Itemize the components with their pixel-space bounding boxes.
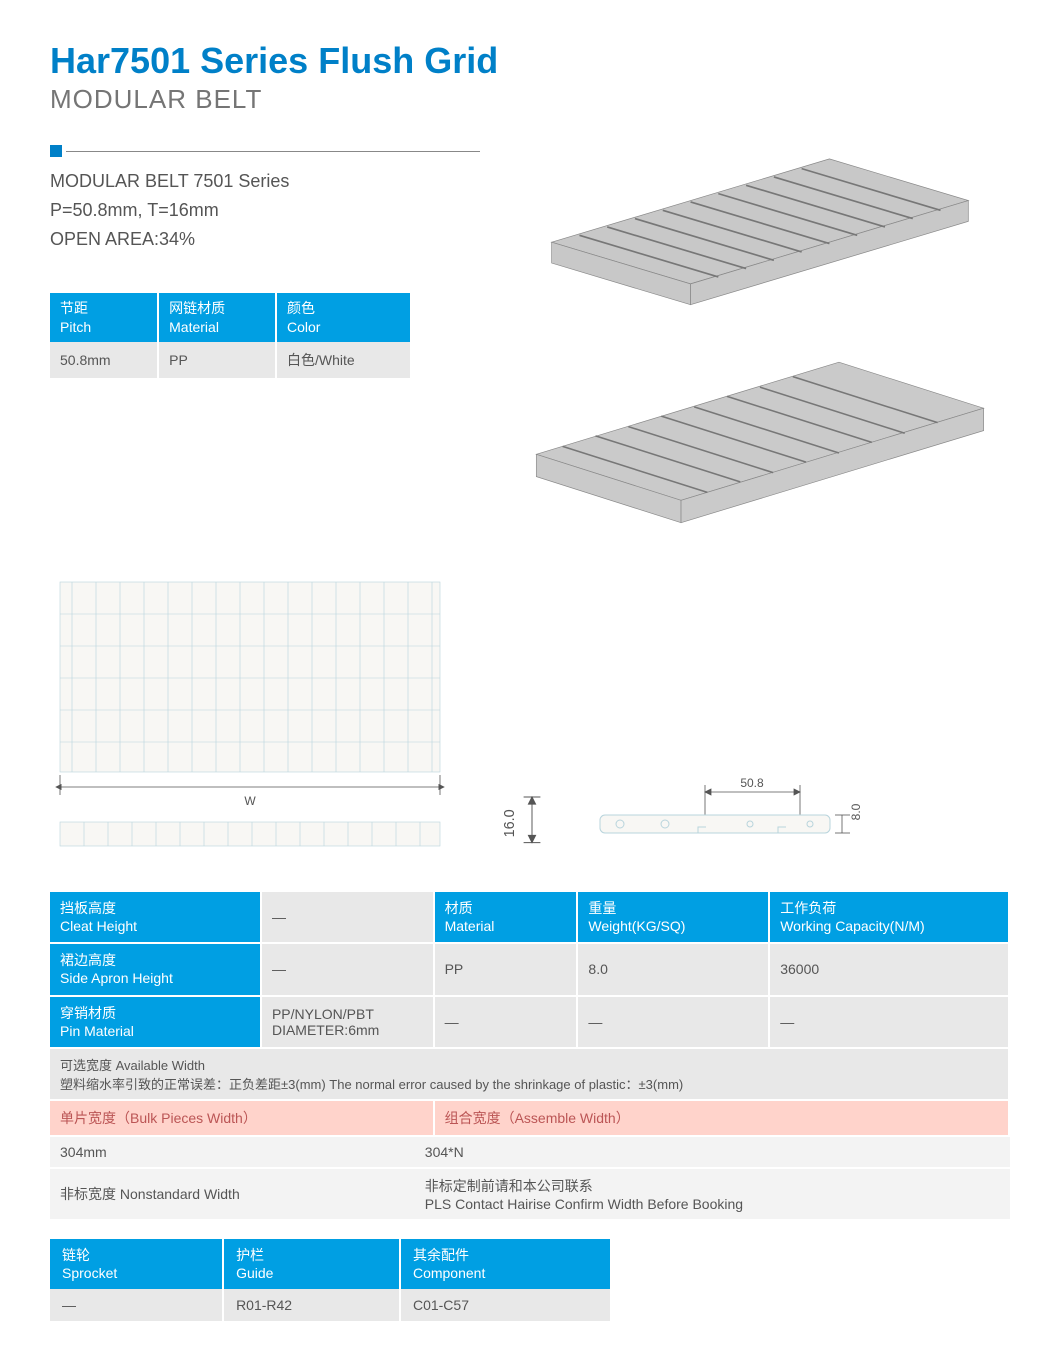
th-pin: 穿销材质Pin Material [50, 996, 261, 1048]
th-cleat: 挡板高度Cleat Height [50, 892, 261, 943]
accessories-table: 链轮Sprocket 护栏Guide 其余配件Component — R01-R… [50, 1239, 610, 1321]
main-spec-table: 挡板高度Cleat Height — 材质Material 重量Weight(K… [50, 892, 1010, 1137]
td-bulk-val: 304mm [50, 1137, 415, 1168]
td-color: 白色/White [276, 342, 410, 378]
th-color: 颜色Color [276, 293, 410, 341]
td-nonstd-label: 非标宽度 Nonstandard Width [50, 1168, 415, 1220]
page-title: Har7501 Series Flush Grid [50, 40, 1010, 82]
td-pin: PP/NYLON/PBT DIAMETER:6mm [261, 996, 434, 1048]
technical-drawings: W [50, 577, 1010, 862]
width-values-table: 304mm 304*N 非标宽度 Nonstandard Width 非标定制前… [50, 1137, 1010, 1221]
top-view-drawing: W [50, 577, 450, 857]
td-pitch: 50.8mm [50, 342, 158, 378]
belt-render-2 [510, 349, 1010, 546]
spec-line-2: P=50.8mm, T=16mm [50, 196, 480, 225]
td-material: PP [158, 342, 276, 378]
page-subtitle: MODULAR BELT [50, 84, 1010, 115]
td-sprocket: — [50, 1289, 223, 1321]
belt-render-1 [510, 145, 1010, 339]
svg-text:50.8: 50.8 [740, 777, 764, 790]
td-weight: 8.0 [577, 943, 769, 995]
th-capacity: 工作负荷Working Capacity(N/M) [769, 892, 1009, 943]
dim-w: W [244, 794, 256, 808]
width-note-row: 可选宽度 Available Width 塑料缩水率引致的正常误差：正负差距±3… [50, 1048, 1009, 1100]
basic-spec-table: 节距Pitch 网链材质Material 颜色Color 50.8mm PP 白… [50, 293, 410, 377]
td-nonstd-note: 非标定制前请和本公司联系 PLS Contact Hairise Confirm… [415, 1168, 1010, 1220]
svg-text:16.0: 16.0 [502, 809, 518, 837]
td-capacity: 36000 [769, 943, 1009, 995]
spec-line-1: MODULAR BELT 7501 Series [50, 167, 480, 196]
td-component: C01-C57 [400, 1289, 610, 1321]
width-header-row: 单片宽度（Bulk Pieces Width） 组合宽度（Assemble Wi… [50, 1100, 1009, 1136]
td-assemble-val: 304*N [415, 1137, 1010, 1168]
td-dash2: — [577, 996, 769, 1048]
td-dash1: — [434, 996, 578, 1048]
th-assemble-width: 组合宽度（Assemble Width） [434, 1100, 1009, 1136]
spec-line-3: OPEN AREA:34% [50, 225, 480, 254]
th-component: 其余配件Component [400, 1239, 610, 1289]
svg-text:8.0: 8.0 [849, 803, 863, 820]
th-weight: 重量Weight(KG/SQ) [577, 892, 769, 943]
top-section: MODULAR BELT 7501 Series P=50.8mm, T=16m… [50, 145, 1010, 547]
product-renders [510, 145, 1010, 547]
td-guide: R01-R42 [223, 1289, 400, 1321]
height-dim: 16.0 [490, 785, 550, 857]
th-mat2: 材质Material [434, 892, 578, 943]
td-cleat: — [261, 892, 434, 943]
th-apron: 裙边高度Side Apron Height [50, 943, 261, 995]
td-mat2: PP [434, 943, 578, 995]
th-pitch: 节距Pitch [50, 293, 158, 341]
th-material: 网链材质Material [158, 293, 276, 341]
th-sprocket: 链轮Sprocket [50, 1239, 223, 1289]
th-bulk-width: 单片宽度（Bulk Pieces Width） [50, 1100, 434, 1136]
separator [50, 145, 480, 157]
td-apron: — [261, 943, 434, 995]
side-profile-drawing: 50.8 8.0 [590, 777, 870, 857]
td-dash3: — [769, 996, 1009, 1048]
th-guide: 护栏Guide [223, 1239, 400, 1289]
